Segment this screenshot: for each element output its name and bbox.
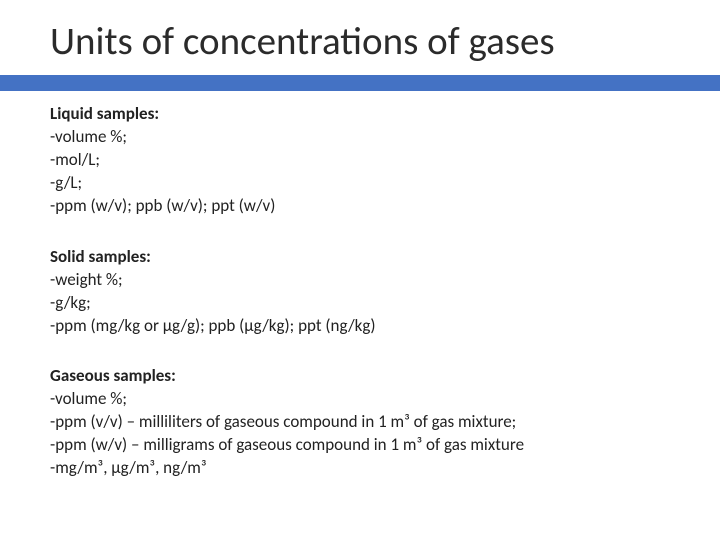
section-liquid: Liquid samples: -volume %; -mol/L; -g/L;… — [50, 103, 670, 218]
section-heading: Gaseous samples: — [50, 365, 670, 388]
section-line: -mol/L; — [50, 149, 670, 172]
section-heading: Liquid samples: — [50, 103, 670, 126]
section-line: -g/kg; — [50, 292, 670, 315]
slide-title: Units of concentrations of gases — [50, 18, 670, 65]
section-gaseous: Gaseous samples: -volume %; -ppm (v/v) –… — [50, 365, 670, 480]
section-line: -ppm (v/v) – milliliters of gaseous comp… — [50, 411, 670, 434]
section-line: -ppm (w/v) – milligrams of gaseous compo… — [50, 434, 670, 457]
section-line: -g/L; — [50, 172, 670, 195]
section-line: -ppm (mg/kg or μg/g); ppb (μg/kg); ppt (… — [50, 315, 670, 338]
section-line: -ppm (w/v); ppb (w/v); ppt (w/v) — [50, 195, 670, 218]
section-line: -mg/m³, μg/m³, ng/m³ — [50, 457, 670, 480]
title-region: Units of concentrations of gases — [0, 0, 720, 75]
section-line: -volume %; — [50, 388, 670, 411]
section-heading: Solid samples: — [50, 246, 670, 269]
section-line: -weight %; — [50, 269, 670, 292]
section-solid: Solid samples: -weight %; -g/kg; -ppm (m… — [50, 246, 670, 338]
section-line: -volume %; — [50, 126, 670, 149]
divider-band — [0, 75, 720, 91]
content-region: Liquid samples: -volume %; -mol/L; -g/L;… — [0, 103, 720, 480]
